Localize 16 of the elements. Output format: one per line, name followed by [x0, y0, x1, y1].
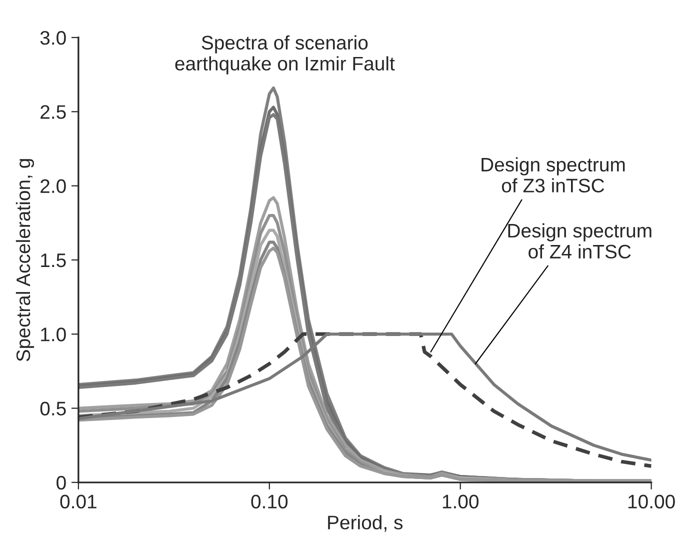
annotation: Spectra of scenario earthquake on Izmir Fault	[175, 35, 395, 74]
y-tick-label: 1.5	[41, 254, 66, 268]
x-tick-label: 10.00	[628, 494, 675, 508]
y-tick-label: 2.0	[40, 179, 66, 194]
x-tick-label: 0.10	[251, 494, 288, 508]
y-axis-title: Spectral Acceleration, g	[16, 159, 34, 362]
annotation: Design spectrum of Z3 inTSC	[482, 157, 625, 193]
x-axis-title: Period, s	[328, 515, 403, 532]
y-tick-label: 0.5	[40, 402, 66, 416]
x-tick-label: 1.00	[442, 494, 479, 508]
x-tick-label: 0.01	[60, 494, 96, 508]
y-tick-label: 1.0	[41, 328, 66, 342]
annotation: Design spectrum of Z4 inTSC	[508, 223, 652, 259]
y-tick-label: 0	[56, 476, 66, 490]
y-tick-label: 2.5	[40, 105, 66, 119]
y-tick-label: 3.0	[40, 30, 66, 45]
